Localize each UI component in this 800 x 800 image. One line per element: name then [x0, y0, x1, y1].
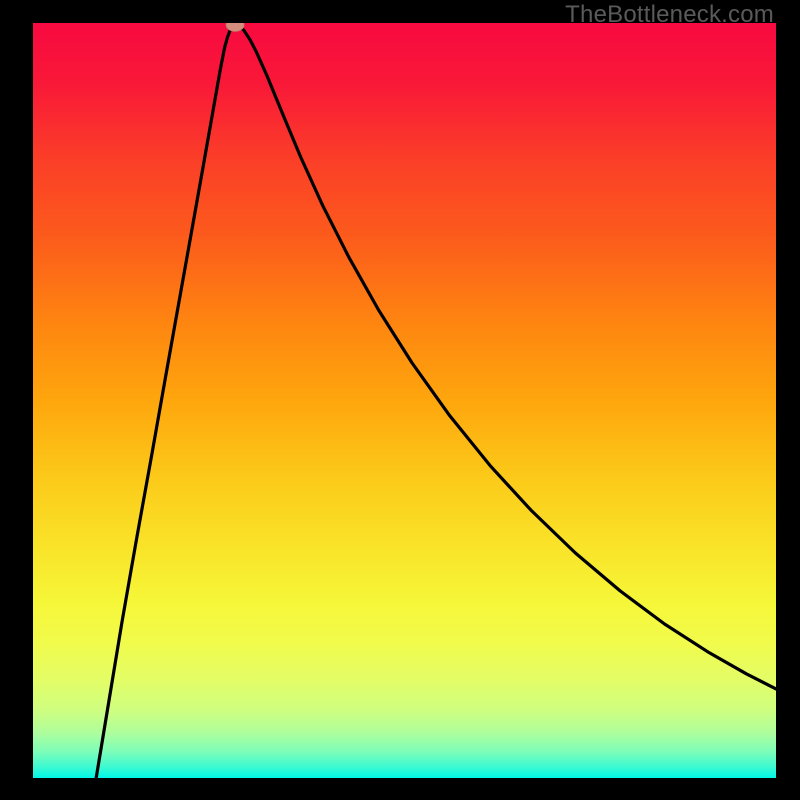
plot-svg [33, 23, 776, 778]
frame-left [0, 0, 33, 800]
bottleneck-curve [96, 25, 776, 778]
stage: TheBottleneck.com [0, 0, 800, 800]
frame-bottom [0, 778, 800, 800]
frame-right [776, 0, 800, 800]
watermark-text: TheBottleneck.com [565, 1, 774, 29]
